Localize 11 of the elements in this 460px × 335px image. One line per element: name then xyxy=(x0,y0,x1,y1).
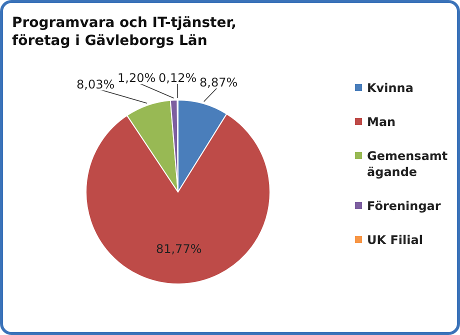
chart-title: Programvara och IT-tjänster, företag i Gävleborgs Län xyxy=(12,15,236,49)
legend-label: Gemensamt ägande xyxy=(367,149,448,179)
data-label: 81,77% xyxy=(156,242,202,256)
legend-label: UK Filial xyxy=(367,233,423,247)
data-label: 0,12% xyxy=(158,71,197,85)
legend-label: Föreningar xyxy=(367,199,441,213)
data-label: 8,87% xyxy=(200,75,238,90)
data-label: 1,20% xyxy=(118,71,156,86)
legend-label: Kvinna xyxy=(367,81,414,95)
data-label: 8,03% xyxy=(76,77,115,92)
legend-label: Man xyxy=(367,115,396,129)
